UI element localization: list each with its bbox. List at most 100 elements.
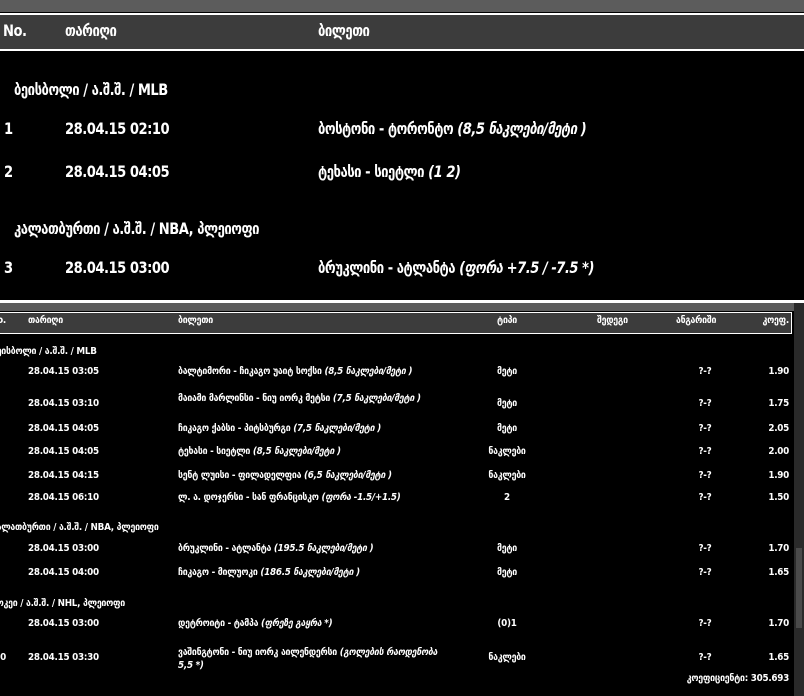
row-date: 28.04.15 03:05	[28, 366, 99, 377]
row-ticket: ტეხასი - სიეტლი (1 2)	[318, 162, 461, 181]
bet-detail: (7,5 ნაკლები/მეტი )	[293, 423, 382, 434]
row-type: მეტი	[497, 398, 517, 409]
row-score: ?-?	[698, 652, 712, 663]
match-name: ჩიკაგო ქაბსი - პიტსბურგი	[178, 423, 291, 434]
row-number: 2	[4, 162, 13, 181]
ticket-summary-panel: No. თარიღი ბილეთი ბეისბოლი / ა.შ.შ. / MLB 1 2…	[0, 0, 804, 300]
row-ticket: ჩიკაგო ქაბსი - პიტსბურგი (7,5 ნაკლები/მე…	[178, 423, 381, 434]
table-header	[0, 13, 804, 51]
row-coef: 1.65	[768, 652, 789, 663]
match-name: ლ. ა. დოჯერსი - სან ფრანცისკო	[178, 492, 319, 503]
match-name: ბრუკლინი - ატლანტა	[318, 258, 456, 277]
bet-detail: (8,5 ნაკლები/მეტი )	[457, 119, 587, 138]
bet-detail: (7,5 ნაკლები/მეტი )	[332, 393, 421, 404]
row-number: 10	[0, 652, 6, 663]
header-type: ტიპი	[497, 315, 517, 326]
panel-title-bar	[0, 303, 794, 311]
row-score: ?-?	[698, 543, 712, 554]
row-score: ?-?	[698, 398, 712, 409]
row-date: 28.04.15 04:05	[65, 162, 170, 181]
match-name: ბრუკლინი - ატლანტა	[178, 543, 272, 554]
bet-detail: (195.5 ნაკლები/მეტი )	[273, 543, 374, 554]
row-date: 28.04.15 03:00	[28, 543, 99, 554]
header-ticket: ბილეთი	[318, 21, 370, 40]
row-type: (0)1	[497, 618, 517, 629]
total-coefficient: კოეფიციენტი: 305.693	[686, 673, 789, 684]
row-coef: 1.75	[768, 398, 789, 409]
row-score: ?-?	[698, 492, 712, 503]
bet-detail: (8,5 ნაკლები/მეტი )	[324, 366, 413, 377]
row-date: 28.04.15 02:10	[65, 119, 170, 138]
row-ticket: მაიამი მარლინსი - ნიუ იორკ მეტსი (7,5 ნა…	[178, 392, 451, 405]
row-date: 28.04.15 04:00	[28, 567, 99, 578]
row-date: 28.04.15 03:10	[28, 398, 99, 409]
match-name: მაიამი მარლინსი - ნიუ იორკ მეტსი	[178, 393, 331, 404]
header-no: No.	[3, 21, 27, 40]
row-ticket: ბალტიმორი - ჩიკაგო უაიტ სოქსი (8,5 ნაკლე…	[178, 366, 413, 377]
match-name: სენტ ლუისი - ფილადელფია	[178, 470, 302, 481]
bet-detail: (186.5 ნაკლები/მეტი )	[260, 567, 360, 578]
row-type: ნაკლები	[488, 652, 526, 663]
row-coef: 1.70	[768, 543, 789, 554]
row-type: მეტი	[497, 543, 517, 554]
ticket-detail-panel: No. თარიღი ბილეთი ტიპი შედეგი ანგარიში კოეფ. ბე…	[0, 303, 794, 696]
group-title: კალათბურთი / ა.შ.შ. / NBA, პლეიოფი	[0, 522, 159, 533]
row-date: 28.04.15 03:30	[28, 652, 99, 663]
scrollbar-thumb[interactable]	[796, 548, 802, 628]
header-date: თარიღი	[65, 21, 117, 40]
row-ticket: სენტ ლუისი - ფილადელფია (6,5 ნაკლები/მეტ…	[178, 470, 392, 481]
row-type: ნაკლები	[488, 470, 526, 481]
row-score: ?-?	[698, 567, 712, 578]
match-name: ბოსტონი - ტორონტო	[318, 119, 454, 138]
row-coef: 2.00	[768, 446, 789, 457]
match-name: ტეხასი - სიეტლი	[318, 162, 425, 181]
row-score: ?-?	[698, 446, 712, 457]
row-date: 28.04.15 04:05	[28, 446, 99, 457]
bet-detail: (6,5 ნაკლები/მეტი )	[303, 470, 392, 481]
header-result: შედეგი	[597, 315, 628, 326]
group-title: კალათბურთი / ა.შ.შ. / NBA, პლეიოფი	[14, 219, 260, 238]
row-ticket: ბრუკლინი - ატლანტა (195.5 ნაკლები/მეტი )	[178, 543, 374, 554]
row-ticket: ტეხასი - სიეტლი (8,5 ნაკლები/მეტი )	[178, 446, 341, 457]
scrollbar[interactable]	[794, 303, 804, 696]
table-header	[0, 312, 792, 334]
row-type: მეტი	[497, 567, 517, 578]
row-ticket: ბოსტონი - ტორონტო (8,5 ნაკლები/მეტი )	[318, 119, 587, 138]
row-type: ნაკლები	[488, 446, 526, 457]
row-ticket: ვაშინგტონი - ნიუ იორკ აილენდერსი (გოლები…	[178, 646, 451, 672]
row-ticket: დეტროიტი - ტამპა (ფრეზე გაყრა *)	[178, 618, 333, 629]
bet-detail: (1 2)	[428, 162, 461, 181]
row-date: 28.04.15 04:15	[28, 470, 99, 481]
group-title: ბეისბოლი / ა.შ.შ. / MLB	[14, 80, 168, 99]
header-no: No.	[0, 315, 6, 326]
row-ticket: ჩიკაგო - მილუოკი (186.5 ნაკლები/მეტი )	[178, 567, 360, 578]
header-date: თარიღი	[28, 315, 63, 326]
panel-title-bar	[0, 0, 804, 12]
bet-detail: (გოლების რაოდენობა 5,5 *)	[178, 647, 438, 671]
row-type: მეტი	[497, 423, 517, 434]
divider	[0, 300, 804, 303]
row-score: ?-?	[698, 618, 712, 629]
row-score: ?-?	[698, 423, 712, 434]
bet-detail: (ფორა +7.5 / -7.5 *)	[459, 258, 594, 277]
row-coef: 1.90	[768, 366, 789, 377]
match-name: ჩიკაგო - მილუოკი	[178, 567, 258, 578]
header-score: ანგარიში	[676, 315, 717, 326]
row-number: 3	[4, 258, 13, 277]
row-ticket: ლ. ა. დოჯერსი - სან ფრანცისკო (ფორა -1.5…	[178, 492, 401, 503]
row-score: ?-?	[698, 470, 712, 481]
row-coef: 1.70	[768, 618, 789, 629]
bet-detail: (ფრეზე გაყრა *)	[261, 618, 333, 629]
row-score: ?-?	[698, 366, 712, 377]
header-coef: კოეფ.	[762, 315, 790, 326]
match-name: ბალტიმორი - ჩიკაგო უაიტ სოქსი	[178, 366, 322, 377]
row-coef: 1.65	[768, 567, 789, 578]
match-name: ვაშინგტონი - ნიუ იორკ აილენდერსი	[178, 647, 337, 658]
group-title: ბეისბოლი / ა.შ.შ. / MLB	[0, 346, 97, 357]
row-type: 2	[504, 492, 510, 503]
group-title: ჰოკეი / ა.შ.შ. / NHL, პლეიოფი	[0, 598, 125, 609]
match-name: ტეხასი - სიეტლი	[178, 446, 251, 457]
match-name: დეტროიტი - ტამპა	[178, 618, 259, 629]
row-number: 1	[4, 119, 13, 138]
bet-detail: (8,5 ნაკლები/მეტი )	[252, 446, 341, 457]
